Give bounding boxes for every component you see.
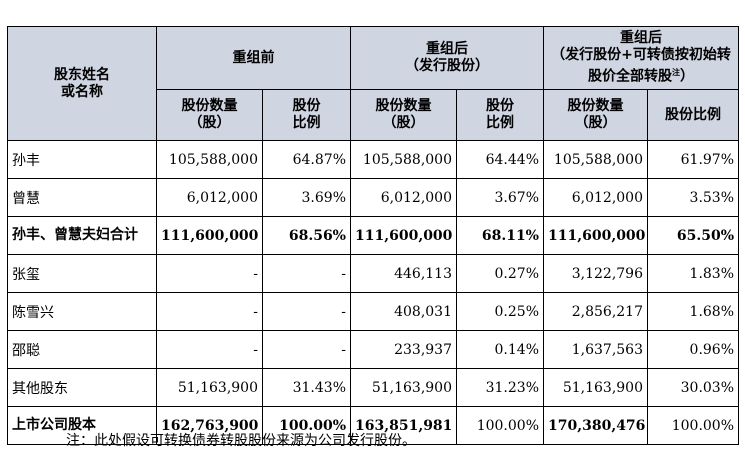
share-ratio-cell: 100.00% (456, 406, 544, 445)
footnote-marker: 注 (672, 68, 680, 78)
header-before-restructuring: 重组前 (156, 26, 351, 90)
shareholder-name: 张玺 (7, 254, 157, 293)
table-row: 上市公司股本 162,763,900 100.00% 163,851,981 100.0… (7, 406, 740, 445)
share-ratio-cell: 3.53% (646, 178, 740, 217)
share-count-cell: 105,588,000 (156, 140, 263, 179)
share-ratio-cell: 0.96% (646, 330, 740, 369)
table-row: 曾慧 6,012,000 3.69% 6,012,000 3.67% 6,012,000 3… (7, 178, 740, 217)
share-count-cell: 105,588,000 (543, 140, 648, 179)
header-shares-before: 股份数量 （股） (156, 89, 263, 141)
share-ratio-cell: 1.83% (646, 254, 740, 293)
header-after-issue: 重组后 （发行股份） (350, 26, 544, 90)
share-count-cell: 408,031 (350, 292, 457, 331)
share-ratio-cell: 64.44% (456, 140, 544, 179)
share-count-cell: - (156, 330, 263, 369)
shareholder-name: 邵聪 (7, 330, 157, 369)
share-count-cell: 105,588,000 (350, 140, 457, 179)
share-count-cell: 3,122,796 (543, 254, 648, 293)
shareholder-name: 孙丰、曾慧夫妇合计 (7, 216, 157, 255)
footnote: 注：此处假设可转换债券转股股份来源为公司发行股份。 (66, 433, 416, 449)
share-count-cell: 163,851,981 (350, 406, 457, 445)
header-ratio-before: 股份 比例 (262, 89, 351, 141)
share-ratio-cell: 3.69% (262, 178, 351, 217)
share-ratio-cell: - (262, 292, 351, 331)
share-count-cell: - (156, 254, 263, 293)
header-shareholder-name: 股东姓名 或名称 (7, 26, 157, 141)
share-count-cell: 446,113 (350, 254, 457, 293)
shareholding-table: 股东姓名 或名称 重组前 重组后 （发行股份） 重组后 （发行股份+可转债按初始… (7, 26, 740, 445)
share-ratio-cell: 30.03% (646, 368, 740, 407)
share-ratio-cell: 68.11% (456, 216, 544, 255)
share-count-cell: 233,937 (350, 330, 457, 369)
share-count-cell: 51,163,900 (350, 368, 457, 407)
table-row: 邵聪 - -233,937 0.14% 1,637,563 0.96% (7, 330, 740, 369)
share-ratio-cell: - (262, 254, 351, 293)
header-ratio-after-full: 股份比例 (646, 89, 740, 141)
share-ratio-cell: 61.97% (646, 140, 740, 179)
share-ratio-cell: - (262, 330, 351, 369)
share-count-cell: - (156, 292, 263, 331)
share-count-cell: 51,163,900 (156, 368, 263, 407)
shareholder-name: 其他股东 (7, 368, 157, 407)
table-row: 孙丰 105,588,000 64.87% 105,588,000 64.44% 105,… (7, 140, 740, 179)
share-ratio-cell: 3.67% (456, 178, 544, 217)
shareholder-name: 上市公司股本 (7, 406, 157, 445)
share-ratio-cell: 65.50% (646, 216, 740, 255)
share-count-cell: 162,763,900 (156, 406, 263, 445)
share-count-cell: 2,856,217 (543, 292, 648, 331)
share-ratio-cell: 64.87% (262, 140, 351, 179)
table-body: 孙丰 105,588,000 64.87% 105,588,000 64.44% 105,… (7, 140, 740, 445)
share-ratio-cell: 0.27% (456, 254, 544, 293)
share-ratio-cell: 68.56% (262, 216, 351, 255)
header-after-full-conversion: 重组后 （发行股份+可转债按初始转股价全部转股注） (542, 26, 740, 90)
share-ratio-cell: 100.00% (646, 406, 740, 445)
share-ratio-cell: 0.14% (456, 330, 544, 369)
shareholder-name: 陈雪兴 (7, 292, 157, 331)
shareholder-name: 曾慧 (7, 178, 157, 217)
share-ratio-cell: 1.68% (646, 292, 740, 331)
share-count-cell: 1,637,563 (543, 330, 648, 369)
table-row: 张玺 - -446,113 0.27% 3,122,796 1.83% (7, 254, 740, 293)
share-count-cell: 170,380,476 (543, 406, 648, 445)
share-count-cell: 6,012,000 (543, 178, 648, 217)
share-count-cell: 51,163,900 (543, 368, 648, 407)
share-count-cell: 111,600,000 (156, 216, 263, 255)
shareholder-name: 孙丰 (7, 140, 157, 179)
share-ratio-cell: 31.43% (262, 368, 351, 407)
share-count-cell: 6,012,000 (350, 178, 457, 217)
share-ratio-cell: 0.25% (456, 292, 544, 331)
share-ratio-cell: 31.23% (456, 368, 544, 407)
header-shares-after-issue: 股份数量 （股） (350, 89, 457, 141)
header-ratio-after-issue: 股份 比例 (456, 89, 544, 141)
header-shares-after-full: 股份数量 （股） (543, 89, 648, 141)
table-row: 其他股东 51,163,900 31.43% 51,163,900 31.23% 51,1… (7, 368, 740, 407)
share-count-cell: 111,600,000 (350, 216, 457, 255)
share-count-cell: 111,600,000 (543, 216, 648, 255)
share-count-cell: 6,012,000 (156, 178, 263, 217)
table-row: 陈雪兴 - -408,031 0.25% 2,856,217 1.68% (7, 292, 740, 331)
table-row: 孙丰、曾慧夫妇合计 111,600,000 68.56% 111,600,000 68.… (7, 216, 740, 255)
